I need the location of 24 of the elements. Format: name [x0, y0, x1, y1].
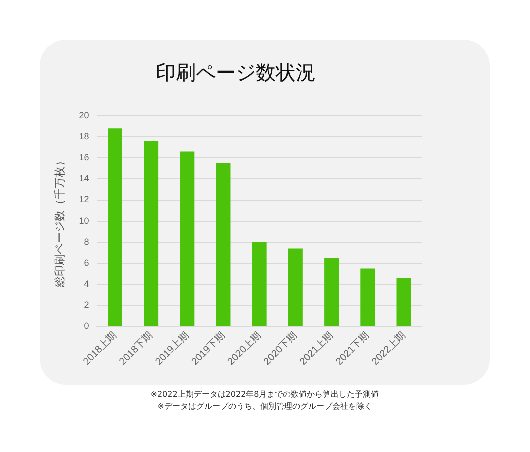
y-tick-label: 18: [79, 132, 90, 142]
text: ※2022上期データは2022年8月までの数値から算出した予測値: [150, 389, 380, 401]
y-tick-label: 2: [84, 300, 90, 310]
bar: [216, 163, 231, 326]
bar: [180, 152, 195, 326]
y-tick-label: 12: [79, 194, 90, 205]
bar: [108, 128, 122, 326]
bar: [252, 242, 267, 326]
y-tick-label: 16: [79, 152, 90, 163]
y-tick-label: 20: [79, 110, 90, 120]
y-tick-label: 8: [84, 236, 90, 247]
bar: [288, 248, 303, 326]
bar: [324, 258, 339, 326]
bar: [396, 278, 412, 326]
chart-title: 印刷ページ数状況: [156, 62, 316, 85]
y-tick-label: 6: [84, 258, 90, 268]
y-tick-label: 0: [84, 321, 90, 332]
y-axis-title: 総印刷ページ数（千万枚）: [54, 155, 67, 288]
y-tick-label: 10: [79, 216, 90, 226]
text: ※データはグループのうち、個別管理のグループ会社を除く: [156, 401, 374, 413]
bar: [360, 268, 376, 326]
bar: [144, 141, 159, 326]
y-tick-label: 14: [79, 174, 90, 184]
y-tick-label: 4: [84, 279, 90, 289]
